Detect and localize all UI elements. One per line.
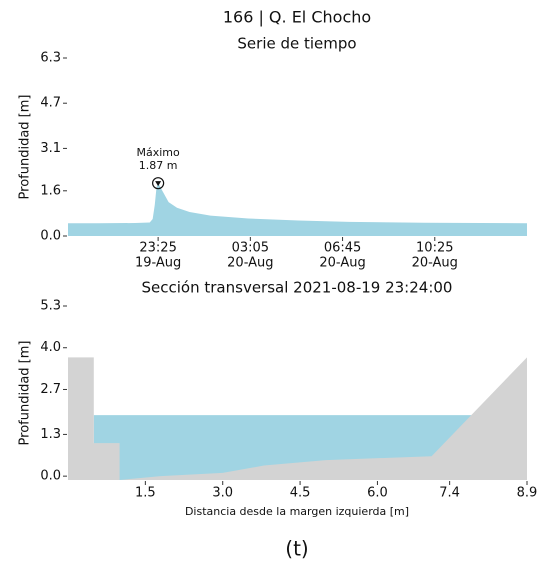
y-axis-label: Profundidad [m]	[18, 95, 33, 200]
x-tick-label: 4.5	[290, 486, 311, 501]
max-marker	[152, 177, 165, 190]
y-tick-label: 0.0	[40, 229, 61, 244]
x-tick-label: 19-Aug	[135, 256, 181, 271]
x-axis-label: Distancia desde la margen izquierda [m]	[185, 505, 409, 518]
area	[68, 183, 527, 236]
x-tick-label: 20-Aug	[412, 256, 458, 271]
x-tick-label: 10:25	[416, 241, 453, 256]
y-tick-label: 3.1	[40, 141, 61, 156]
x-tick-label: 7.4	[439, 486, 460, 501]
max-marker-triangle	[155, 181, 162, 187]
x-tick-label: 8.9	[517, 486, 538, 501]
y-axis-label: Profundidad [m]	[18, 341, 33, 446]
y-tick-label: 1.6	[40, 183, 61, 198]
y-tick-label: 1.3	[40, 427, 61, 442]
x-tick-label: 06:45	[324, 241, 361, 256]
x-tick-label: 20-Aug	[227, 256, 273, 271]
suptitle: 166 | Q. El Chocho	[223, 8, 371, 27]
chart-title: Serie de tiempo	[237, 35, 356, 53]
annotation-text: Máximo	[136, 146, 180, 159]
y-tick-label: 4.7	[40, 96, 61, 111]
y-tick-label: 6.3	[40, 51, 61, 66]
y-tick-label: 4.0	[40, 340, 61, 355]
x-tick-label: 6.0	[367, 486, 388, 501]
chart-title: Sección transversal 2021-08-19 23:24:00	[142, 279, 453, 297]
caption: (t)	[285, 537, 308, 561]
area	[68, 357, 527, 480]
x-tick-label: 20-Aug	[319, 256, 365, 271]
x-tick-label: 03:05	[232, 241, 269, 256]
y-tick-label: 2.7	[40, 382, 61, 397]
x-tick-label: 23:25	[139, 241, 176, 256]
y-tick-label: 5.3	[40, 299, 61, 314]
annotation-value: 1.87 m	[139, 159, 178, 172]
y-tick-label: 0.0	[40, 469, 61, 484]
x-tick-label: 1.5	[135, 486, 156, 501]
x-tick-label: 3.0	[212, 486, 233, 501]
